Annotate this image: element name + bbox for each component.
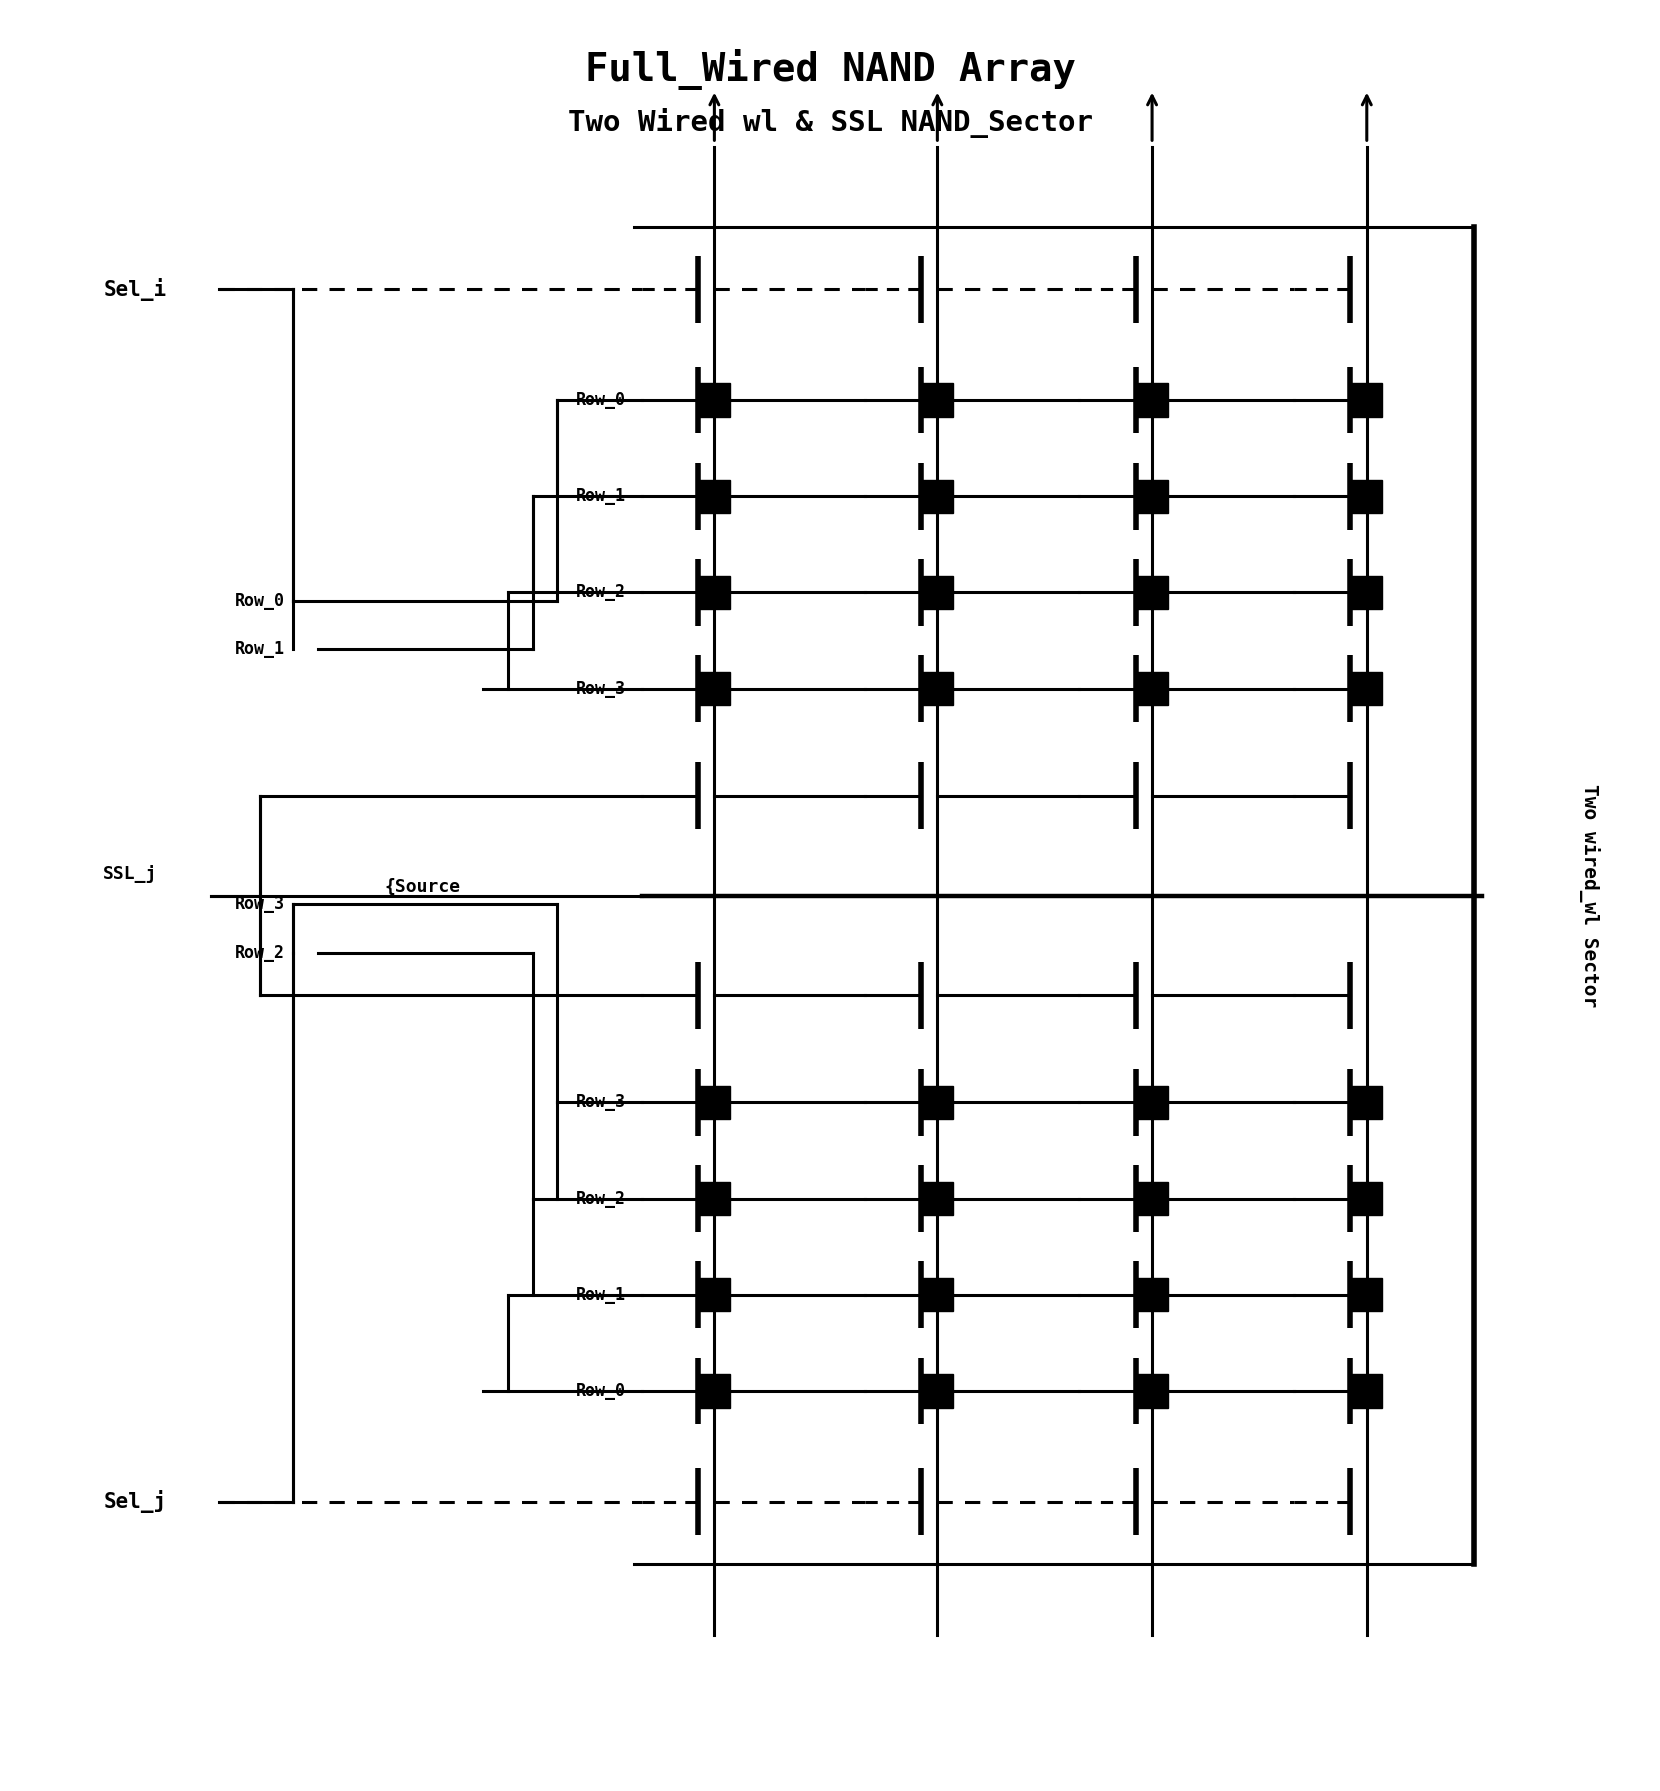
Text: Row_1: Row_1 (236, 641, 286, 659)
Text: Row_0: Row_0 (576, 390, 626, 408)
Bar (1137, 575, 1167, 609)
Bar (1137, 1374, 1167, 1408)
Bar (1137, 1279, 1167, 1311)
Text: Two Wired wl & SSL NAND_Sector: Two Wired wl & SSL NAND_Sector (568, 107, 1092, 138)
Text: Row_2: Row_2 (576, 1189, 626, 1207)
Bar (699, 1279, 730, 1311)
Bar (921, 672, 953, 706)
Bar (699, 672, 730, 706)
Text: Row_2: Row_2 (576, 584, 626, 602)
Bar (921, 1182, 953, 1216)
Bar (699, 1182, 730, 1216)
Text: Full_Wired NAND Array: Full_Wired NAND Array (584, 48, 1076, 90)
Bar (1137, 1085, 1167, 1119)
Bar (1351, 1279, 1383, 1311)
Bar (699, 480, 730, 512)
Bar (921, 480, 953, 512)
Bar (699, 1374, 730, 1408)
Bar (1137, 1182, 1167, 1216)
Bar (1351, 672, 1383, 706)
Text: Row_1: Row_1 (576, 487, 626, 505)
Bar (1351, 1374, 1383, 1408)
Bar (699, 575, 730, 609)
Text: Sel_i: Sel_i (103, 278, 166, 301)
Text: Row_1: Row_1 (576, 1286, 626, 1304)
Text: Row_2: Row_2 (236, 944, 286, 962)
Bar (1351, 383, 1383, 417)
Text: Row_3: Row_3 (576, 681, 626, 698)
Bar (699, 383, 730, 417)
Bar (1351, 480, 1383, 512)
Bar (1137, 480, 1167, 512)
Bar (921, 383, 953, 417)
Text: {Source: {Source (383, 878, 460, 896)
Text: Row_3: Row_3 (576, 1093, 626, 1110)
Bar (1351, 575, 1383, 609)
Text: Row_0: Row_0 (576, 1383, 626, 1401)
Bar (1137, 672, 1167, 706)
Bar (1137, 383, 1167, 417)
Bar (699, 1085, 730, 1119)
Bar (1351, 1085, 1383, 1119)
Bar (921, 575, 953, 609)
Text: Row_3: Row_3 (236, 896, 286, 913)
Text: Row_0: Row_0 (236, 593, 286, 611)
Text: Sel_j: Sel_j (103, 1490, 166, 1513)
Bar (921, 1279, 953, 1311)
Bar (921, 1374, 953, 1408)
Bar (1351, 1182, 1383, 1216)
Text: Two wired_wl Sector: Two wired_wl Sector (1579, 784, 1600, 1007)
Text: SSL_j: SSL_j (103, 865, 158, 883)
Bar (921, 1085, 953, 1119)
